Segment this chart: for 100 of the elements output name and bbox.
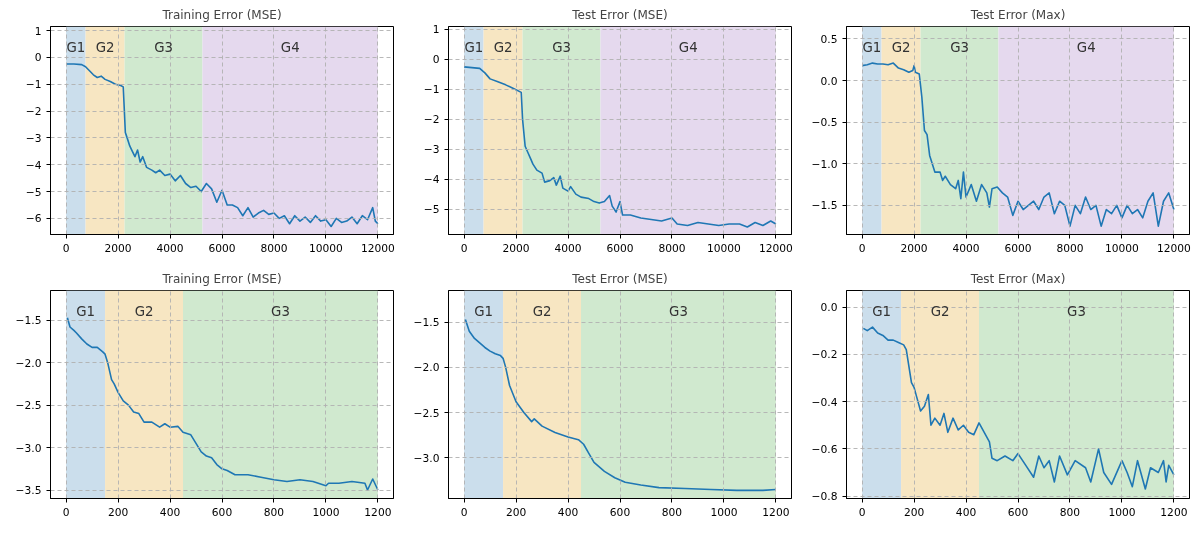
band-label: G3 — [950, 39, 969, 55]
x-tick-label: 8000 — [260, 241, 288, 255]
chart-title: Training Error (MSE) — [161, 271, 282, 286]
x-tick-label: 1000 — [1108, 505, 1136, 519]
band-label: G2 — [891, 39, 911, 55]
x-tick-label: 200 — [107, 505, 129, 519]
x-tick-label: 600 — [1007, 505, 1029, 519]
band-label: G2 — [95, 39, 115, 55]
y-tick-label: −6 — [25, 212, 42, 226]
band-label: G4 — [678, 39, 698, 55]
y-tick-label: −0.6 — [811, 442, 838, 456]
y-tick-label: −2.5 — [413, 406, 440, 420]
x-tick-label: 1000 — [312, 505, 340, 519]
x-tick-label: 2000 — [900, 241, 928, 255]
y-tick-label: 0 — [432, 53, 440, 67]
chart-title: Test Error (MSE) — [571, 7, 668, 22]
y-tick-label: −1.5 — [413, 316, 440, 330]
y-tick-label: 0.5 — [820, 32, 838, 46]
x-tick-label: 6000 — [1004, 241, 1032, 255]
band-label: G4 — [1076, 39, 1096, 55]
band-label: G1 — [862, 39, 882, 55]
band-label: G2 — [134, 303, 154, 319]
x-tick-label: 600 — [609, 505, 631, 519]
chart-title: Test Error (Max) — [969, 7, 1066, 22]
y-tick-label: −0.2 — [811, 348, 838, 362]
y-tick-label: −3.0 — [413, 451, 440, 465]
y-tick-label: −2.0 — [413, 361, 440, 375]
x-tick-label: 12000 — [758, 241, 794, 255]
x-tick-label: 1000 — [710, 505, 738, 519]
x-tick-label: 800 — [263, 505, 285, 519]
band-label: G1 — [872, 303, 891, 319]
x-tick-label: 12000 — [1156, 241, 1192, 255]
x-tick-label: 0 — [858, 505, 866, 519]
x-tick-label: 2000 — [502, 241, 530, 255]
x-tick-label: 0 — [62, 505, 70, 519]
y-tick-label: 1 — [34, 24, 42, 38]
y-tick-label: −3.5 — [15, 484, 42, 498]
x-tick-label: 10000 — [308, 241, 344, 255]
y-tick-label: −3.0 — [15, 441, 42, 455]
band-label: G1 — [464, 39, 484, 55]
band-label: G3 — [669, 303, 688, 319]
y-tick-label: −4 — [25, 158, 42, 172]
y-tick-label: −3 — [25, 131, 42, 145]
band-label: G1 — [76, 303, 95, 319]
y-tick-label: −2.0 — [15, 356, 42, 370]
y-tick-label: 0.0 — [820, 301, 838, 315]
x-tick-label: 8000 — [658, 241, 686, 255]
band-label: G4 — [280, 39, 300, 55]
band-label: G2 — [493, 39, 513, 55]
y-tick-label: −0.8 — [811, 490, 838, 504]
y-tick-label: −2 — [25, 105, 42, 119]
x-tick-label: 600 — [211, 505, 233, 519]
x-tick-label: 400 — [955, 505, 977, 519]
y-tick-label: −2.5 — [15, 399, 42, 413]
y-tick-label: −1 — [423, 83, 440, 97]
x-tick-label: 6000 — [208, 241, 236, 255]
band-label: G3 — [271, 303, 290, 319]
band-label: G1 — [474, 303, 493, 319]
y-tick-label: −1.5 — [811, 199, 838, 213]
y-tick-label: −0.4 — [811, 395, 838, 409]
band-label: G2 — [930, 303, 950, 319]
x-tick-label: 400 — [159, 505, 181, 519]
chart-title: Test Error (MSE) — [571, 271, 668, 286]
x-tick-label: 1200 — [762, 505, 790, 519]
y-tick-label: −1.0 — [811, 157, 838, 171]
x-tick-label: 0 — [62, 241, 70, 255]
x-tick-label: 0 — [858, 241, 866, 255]
x-tick-label: 4000 — [952, 241, 980, 255]
y-tick-label: −1 — [25, 78, 42, 92]
chart-title: Training Error (MSE) — [161, 7, 282, 22]
x-tick-label: 4000 — [554, 241, 582, 255]
x-tick-label: 400 — [557, 505, 579, 519]
y-tick-label: −5 — [423, 203, 440, 217]
y-tick-label: 0 — [34, 51, 42, 65]
x-tick-label: 0 — [460, 241, 468, 255]
band-label: G3 — [154, 39, 173, 55]
x-tick-label: 1200 — [364, 505, 392, 519]
y-tick-label: −4 — [423, 173, 440, 187]
band-label: G2 — [532, 303, 552, 319]
y-tick-label: 1 — [432, 23, 440, 37]
x-tick-label: 800 — [1059, 505, 1081, 519]
x-tick-label: 10000 — [1104, 241, 1140, 255]
x-tick-label: 6000 — [606, 241, 634, 255]
y-tick-label: −0.5 — [811, 116, 838, 130]
y-tick-label: −3 — [423, 143, 440, 157]
x-tick-label: 12000 — [360, 241, 396, 255]
y-tick-label: −2 — [423, 113, 440, 127]
x-tick-label: 800 — [661, 505, 683, 519]
x-tick-label: 10000 — [706, 241, 742, 255]
x-tick-label: 0 — [460, 505, 468, 519]
x-tick-label: 4000 — [156, 241, 184, 255]
y-tick-label: −5 — [25, 185, 42, 199]
y-tick-label: 0.0 — [820, 74, 838, 88]
band-label: G3 — [1067, 303, 1086, 319]
x-tick-label: 2000 — [104, 241, 132, 255]
chart-title: Test Error (Max) — [969, 271, 1066, 286]
y-tick-label: −1.5 — [15, 314, 42, 328]
x-tick-label: 8000 — [1056, 241, 1084, 255]
band-label: G3 — [552, 39, 571, 55]
x-tick-label: 1200 — [1160, 505, 1188, 519]
